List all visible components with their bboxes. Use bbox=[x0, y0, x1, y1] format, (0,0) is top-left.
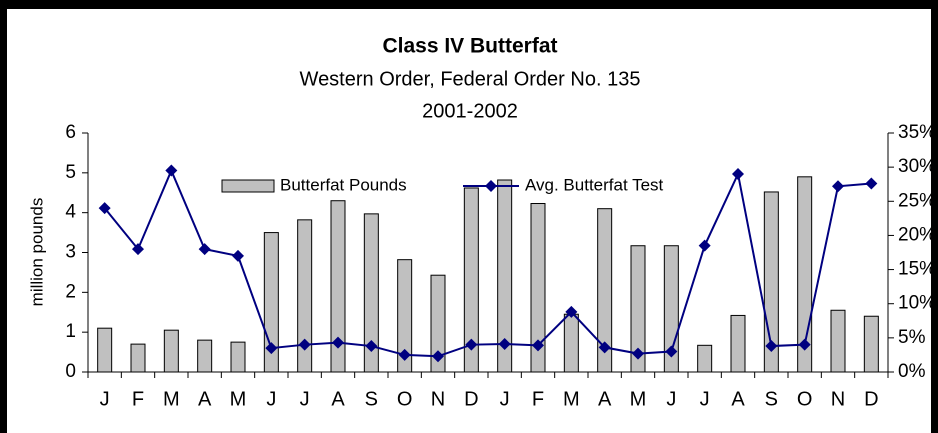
x-tick-label: O bbox=[797, 388, 813, 410]
y-tick-label: 5 bbox=[65, 162, 76, 183]
marker bbox=[565, 305, 578, 318]
y-tick-label: 1 bbox=[65, 321, 76, 342]
bar bbox=[863, 315, 879, 373]
bar bbox=[130, 343, 146, 373]
marker bbox=[398, 348, 411, 361]
marker bbox=[265, 342, 278, 355]
frame-right bbox=[931, 0, 938, 433]
y2-tick-label: 0% bbox=[898, 361, 926, 382]
marker bbox=[298, 338, 311, 351]
marker bbox=[465, 338, 478, 351]
marker bbox=[365, 340, 378, 353]
x-tick-label: D bbox=[864, 388, 878, 410]
marker bbox=[432, 350, 444, 363]
legend-label: Butterfat Pounds bbox=[280, 175, 407, 194]
chart-title: Class IV Butterfat bbox=[382, 35, 557, 58]
x-tick-label: J bbox=[266, 388, 276, 410]
bar bbox=[230, 341, 246, 373]
marker bbox=[498, 338, 511, 351]
x-tick-label: J bbox=[100, 388, 110, 410]
x-tick-label: J bbox=[500, 388, 510, 410]
x-tick-label: S bbox=[365, 388, 378, 410]
x-tick-label: O bbox=[397, 388, 413, 410]
x-tick-label: M bbox=[163, 388, 180, 410]
x-tick-label: A bbox=[198, 388, 212, 410]
x-tick-label: J bbox=[666, 388, 676, 410]
x-tick-label: S bbox=[765, 388, 778, 410]
y2-tick-label: 30% bbox=[898, 156, 936, 177]
bar bbox=[563, 313, 579, 373]
y-tick-label: 0 bbox=[65, 361, 76, 382]
y2-tick-label: 25% bbox=[898, 190, 936, 211]
bar bbox=[97, 327, 113, 373]
x-tick-label: A bbox=[598, 388, 612, 410]
marker bbox=[332, 336, 344, 349]
marker bbox=[698, 239, 711, 252]
y2-tick-label: 20% bbox=[898, 224, 936, 245]
y-tick-label: 3 bbox=[65, 242, 76, 263]
x-tick-label: F bbox=[532, 388, 544, 410]
marker bbox=[865, 177, 878, 190]
x-tick-label: M bbox=[563, 388, 580, 410]
y-tick-label: 6 bbox=[65, 122, 76, 143]
marker bbox=[98, 202, 111, 215]
marker bbox=[232, 249, 244, 262]
frame-top bbox=[0, 0, 938, 9]
x-tick-label: N bbox=[831, 388, 845, 410]
y2-tick-label: 35% bbox=[898, 122, 936, 143]
legend-swatch bbox=[221, 179, 275, 193]
x-tick-label: M bbox=[630, 388, 647, 410]
marker bbox=[798, 338, 811, 351]
x-tick-label: J bbox=[700, 388, 710, 410]
marker bbox=[532, 339, 544, 352]
marker bbox=[665, 345, 678, 358]
bar bbox=[830, 309, 846, 373]
chart-subtitle: 2001-2002 bbox=[422, 100, 518, 122]
frame-left bbox=[0, 0, 7, 433]
x-tick-label: M bbox=[230, 388, 247, 410]
marker bbox=[165, 164, 178, 177]
marker bbox=[132, 243, 144, 256]
x-tick-label: N bbox=[431, 388, 445, 410]
marker bbox=[732, 167, 744, 180]
y-tick-label: 2 bbox=[65, 281, 76, 302]
bar bbox=[163, 329, 179, 373]
marker bbox=[598, 341, 611, 354]
marker bbox=[832, 180, 844, 193]
x-tick-label: A bbox=[731, 388, 745, 410]
chart-subtitle: Western Order, Federal Order No. 135 bbox=[300, 68, 641, 90]
marker bbox=[198, 243, 211, 256]
bar bbox=[197, 339, 213, 373]
bar bbox=[697, 344, 713, 373]
y-axis-label: million pounds bbox=[27, 198, 46, 307]
x-tick-label: J bbox=[300, 388, 310, 410]
legend-marker bbox=[485, 180, 497, 192]
y2-tick-label: 5% bbox=[898, 327, 926, 348]
x-tick-label: D bbox=[464, 388, 478, 410]
line bbox=[103, 167, 872, 358]
marker bbox=[632, 347, 644, 360]
bar bbox=[730, 314, 746, 373]
x-tick-label: A bbox=[331, 388, 345, 410]
marker bbox=[765, 340, 778, 353]
y-tick-label: 4 bbox=[65, 202, 76, 223]
x-tick-label: F bbox=[132, 388, 144, 410]
y2-tick-label: 15% bbox=[898, 259, 936, 280]
y2-tick-label: 10% bbox=[898, 293, 936, 314]
legend-label: Avg. Butterfat Test bbox=[525, 175, 664, 194]
